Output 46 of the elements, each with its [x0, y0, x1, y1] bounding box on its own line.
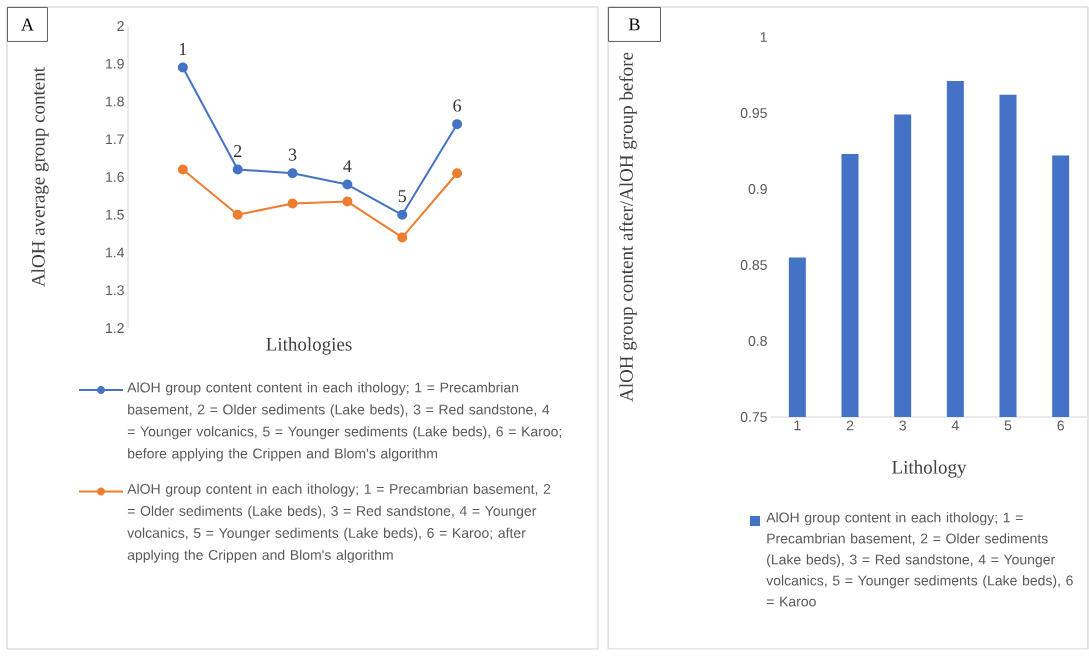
y-tick-label: 0.75	[740, 412, 767, 422]
point	[177, 62, 188, 73]
x-axis-title: Lithology	[892, 460, 967, 478]
y-tick-label: 0.85	[740, 260, 767, 270]
x-tick-label: 5	[1004, 420, 1012, 431]
x-tick-label: 6	[453, 99, 462, 112]
legend-label: AlOH group content content in each ithology; 1 = Precambrian basement, 2 = Older sediments (Lake beds), 3 = Red sandstone, 4 = Younger volcanics, 5 = Younger sediments (Lake beds), 6 = Karoo; before applying the Crippen and Blom's algorithm	[127, 382, 562, 462]
y-tick-label: 1.2	[106, 323, 124, 333]
point	[232, 209, 243, 220]
point	[177, 164, 188, 175]
y-axis-title: AlOH average group content	[31, 67, 49, 287]
x-tick-label: 4	[951, 420, 959, 431]
legend-label: AlOH group content in each ithology; 1 = Precambrian basement, 2 = Older sediments (Lake beds), 3 = Red sandstone, 4 = Younger volcanics, 5 = Younger sediments (Lake beds), 6 = Karoo	[766, 512, 1073, 607]
x-tick-label: 3	[288, 148, 297, 161]
y-tick-label: 1.8	[106, 96, 124, 107]
point	[397, 232, 408, 243]
y-tick-label: 0.8	[748, 336, 767, 346]
text: A	[21, 18, 34, 31]
y-tick-label: 1.4	[106, 247, 125, 258]
x-tick-label: 5	[398, 190, 407, 203]
point	[452, 168, 463, 179]
x-tick-label: 3	[899, 420, 906, 431]
y-tick-label: 1.6	[106, 172, 124, 182]
x-tick-label: 2	[846, 420, 854, 431]
x-tick-label: 4	[343, 160, 352, 173]
y-axis-title: AlOH group content after/AlOH group before	[619, 52, 637, 402]
x-tick-label: 1	[794, 420, 801, 431]
point	[287, 198, 298, 209]
y-tick-label: 0.9	[748, 184, 767, 194]
point	[287, 168, 298, 179]
y-tick-label: 1.5	[106, 209, 124, 220]
y-tick-label: 0.95	[740, 108, 767, 118]
y-tick-label: 1.3	[106, 285, 124, 296]
point	[342, 179, 353, 190]
x-axis-title: Lithologies	[266, 337, 352, 355]
point	[397, 209, 408, 220]
text: B	[628, 18, 640, 31]
point	[232, 164, 243, 175]
point	[452, 119, 463, 130]
y-tick-label: 1.7	[106, 134, 124, 145]
y-tick-label: 1.9	[106, 58, 124, 69]
legend-label: AlOH group content in each ithology; 1 = Precambrian basement, 2 = Older sediments (Lake beds), 3 = Red sandstone, 4 = Younger volcanics, 5 = Younger sediments (Lake beds), 6 = Karoo; after applying the Crippen and Blom's algorithm	[127, 483, 551, 563]
y-tick-label: 1	[760, 32, 767, 42]
y-tick-label: 2	[117, 21, 124, 31]
x-tick-label: 6	[1057, 420, 1064, 431]
point	[342, 196, 353, 207]
